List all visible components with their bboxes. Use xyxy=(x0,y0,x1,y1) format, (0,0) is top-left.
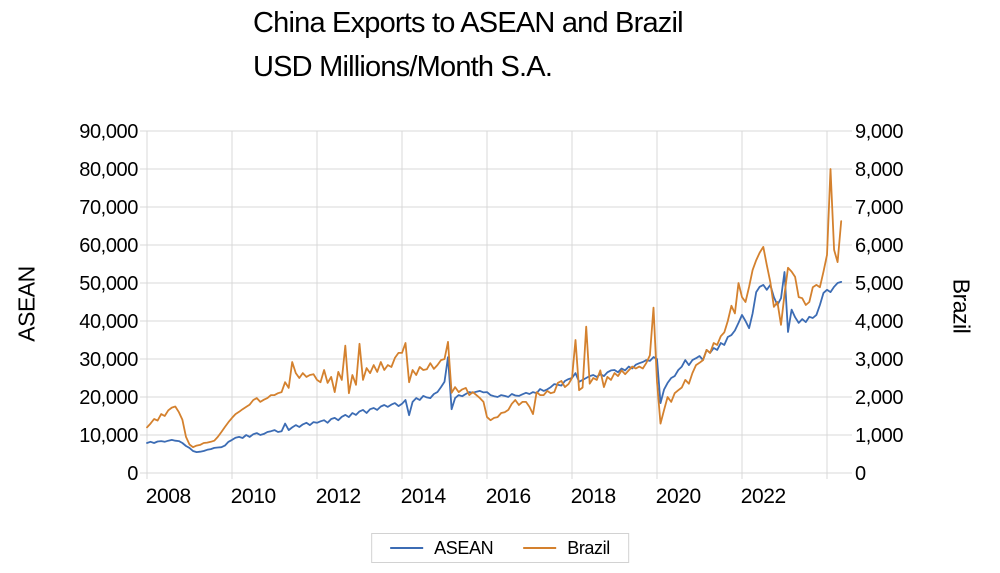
x-axis-tick-label: 2010 xyxy=(231,485,276,508)
left-axis-tick-label: 90,000 xyxy=(79,121,138,143)
legend-box: ASEAN Brazil xyxy=(371,533,629,563)
x-axis-tick-label: 2008 xyxy=(146,485,191,508)
right-axis-tick-label: 7,000 xyxy=(855,197,903,219)
right-axis-tick-label: 5,000 xyxy=(855,273,903,295)
asean-line-swatch xyxy=(390,547,424,549)
chart-title-block: China Exports to ASEAN and Brazil USD Mi… xyxy=(253,1,684,89)
series-line-brazil xyxy=(146,168,843,449)
x-axis-tick-label: 2016 xyxy=(486,485,531,508)
series-line-asean xyxy=(146,271,843,454)
left-axis-tick-label: 80,000 xyxy=(79,159,138,181)
right-axis-tick-label: 6,000 xyxy=(855,235,903,257)
right-axis-tick-label: 3,000 xyxy=(855,349,903,371)
legend-item-asean: ASEAN xyxy=(390,537,494,559)
legend-label-brazil: Brazil xyxy=(567,537,610,558)
chart-title-line2: USD Millions/Month S.A. xyxy=(253,51,553,83)
x-axis-tick-label: 2022 xyxy=(741,485,786,508)
right-axis-tick-label: 9,000 xyxy=(855,121,903,143)
legend-item-brazil: Brazil xyxy=(523,538,610,559)
right-axis-tick-label: 8,000 xyxy=(855,159,903,181)
right-axis-tick-label: 1,000 xyxy=(855,425,903,447)
left-axis-tick-label: 30,000 xyxy=(79,349,138,371)
right-axis-tick-label: 2,000 xyxy=(855,387,903,409)
left-axis-tick-label: 50,000 xyxy=(79,273,138,295)
left-axis-tick-label: 0 xyxy=(127,463,138,485)
chart-title-line1: China Exports to ASEAN and Brazil xyxy=(253,7,684,39)
left-axis-tick-label: 60,000 xyxy=(79,235,138,257)
x-axis-tick-label: 2012 xyxy=(316,485,361,508)
right-axis-tick-label: 0 xyxy=(855,463,866,485)
x-axis-tick-label: 2020 xyxy=(656,485,701,508)
left-axis-tick-label: 10,000 xyxy=(79,425,138,447)
left-axis-tick-label: 70,000 xyxy=(79,197,138,219)
x-axis-tick-label: 2014 xyxy=(401,485,447,508)
right-axis-tick-label: 4,000 xyxy=(855,311,903,333)
left-axis-tick-label: 20,000 xyxy=(79,387,138,409)
legend-label-asean: ASEAN xyxy=(434,537,494,558)
brazil-line-swatch xyxy=(523,547,557,549)
x-axis-tick-label: 2018 xyxy=(571,485,616,508)
left-axis-tick-label: 40,000 xyxy=(79,311,138,333)
